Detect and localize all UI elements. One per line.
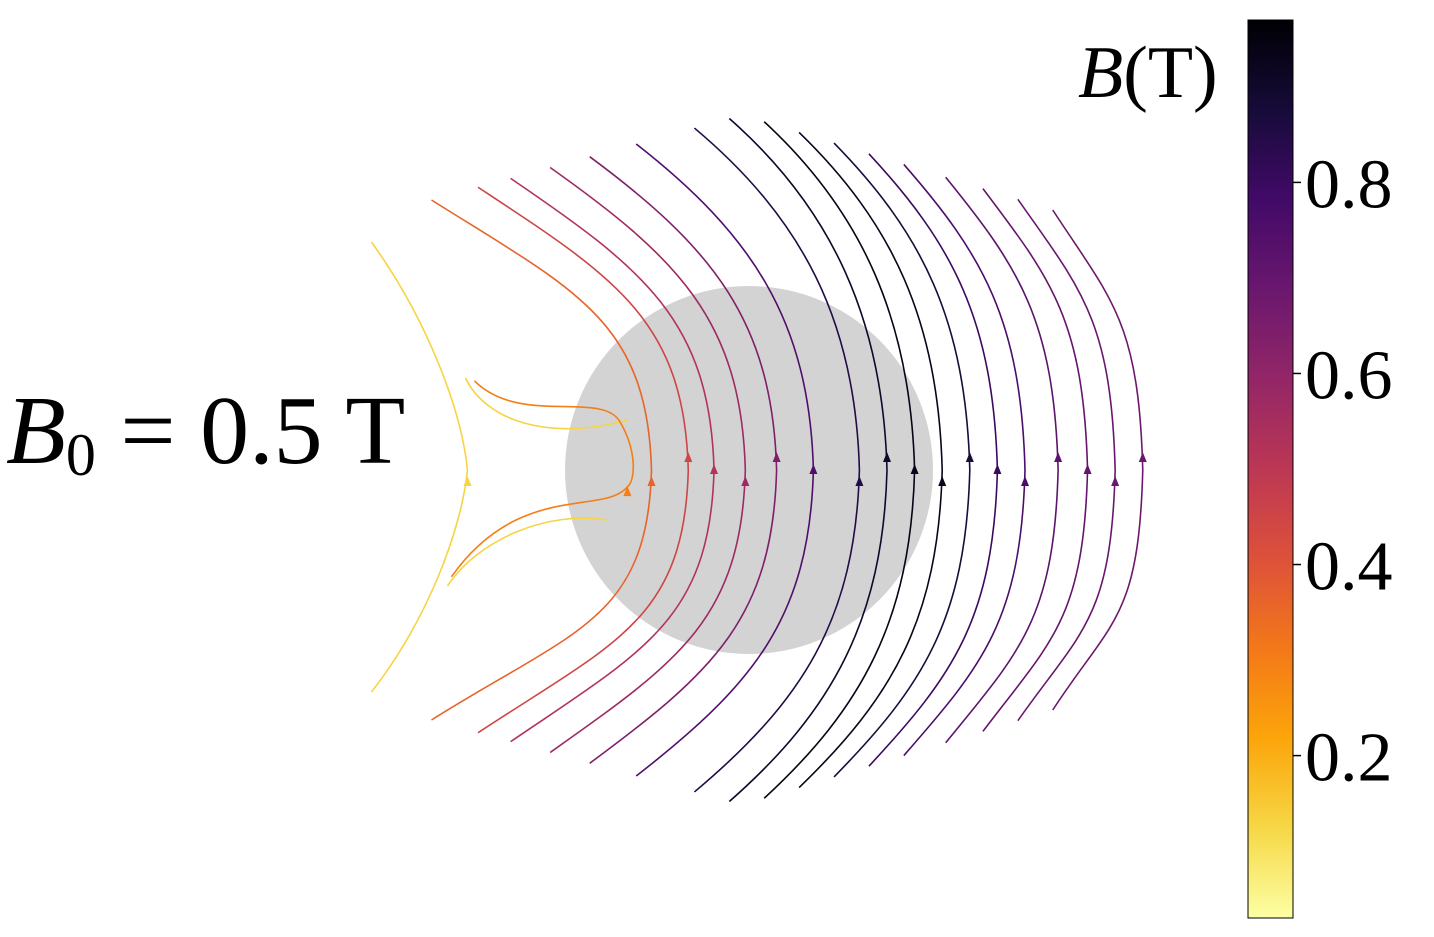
streamline: [833, 142, 971, 778]
streamline: [1052, 209, 1144, 711]
annotation-symbol: B: [6, 377, 66, 485]
streamline-arrow: [993, 464, 1002, 474]
field-strength-annotation: B0 = 0.5 T: [6, 382, 405, 485]
streamline: [549, 166, 747, 754]
streamline-arrow: [1083, 464, 1092, 474]
streamline: [945, 176, 1059, 744]
streamline: [798, 131, 944, 789]
annotation-value: = 0.5 T: [95, 377, 406, 485]
streamline: [431, 199, 653, 721]
streamline: [477, 186, 690, 734]
streamline-arrow: [809, 464, 818, 474]
colorbar-ticks: 0.2 0.4 0.6 0.8: [1293, 146, 1393, 797]
streamline: [446, 517, 608, 587]
streamline-arrow: [1054, 452, 1063, 462]
colorbar-title: B(T): [1078, 36, 1218, 110]
colorbar-title-symbol: B: [1078, 32, 1124, 114]
streamline: [728, 117, 888, 803]
colorbar-title-unit: (T): [1123, 32, 1218, 114]
annotation-subscript: 0: [65, 422, 96, 488]
streamline: [982, 188, 1089, 732]
streamline: [450, 380, 635, 578]
streamline: [589, 156, 778, 764]
obstacle-circle: [565, 286, 933, 654]
streamline-arrow: [1138, 452, 1147, 462]
streamline-arrow: [855, 476, 864, 486]
streamline-arrow: [710, 464, 719, 474]
streamline-arrow: [647, 476, 656, 486]
streamline-arrow: [772, 452, 781, 462]
colorbar: [1247, 19, 1294, 919]
streamline-arrow: [938, 476, 947, 486]
streamline: [1017, 198, 1116, 722]
streamline: [464, 377, 628, 430]
streamline: [903, 163, 1026, 757]
streamline-arrow: [1021, 476, 1029, 486]
colorbar-tick-label: 0.8: [1305, 146, 1393, 223]
arrowheads-group: [463, 452, 1147, 497]
streamline-arrow: [883, 452, 891, 462]
colorbar-tick-label: 0.6: [1305, 337, 1393, 414]
streamline-arrow: [684, 452, 693, 462]
streamline-arrow: [741, 476, 750, 486]
streamline-arrow: [623, 486, 632, 497]
streamline-arrow: [463, 476, 472, 486]
streamline-arrow: [965, 452, 974, 462]
colorbar-tick-label: 0.2: [1305, 720, 1393, 797]
streamline-arrow: [910, 464, 919, 474]
streamline: [370, 241, 469, 693]
colorbar-tick-label: 0.4: [1305, 529, 1393, 606]
streamline-arrow: [1111, 476, 1120, 486]
streamline: [693, 127, 861, 793]
